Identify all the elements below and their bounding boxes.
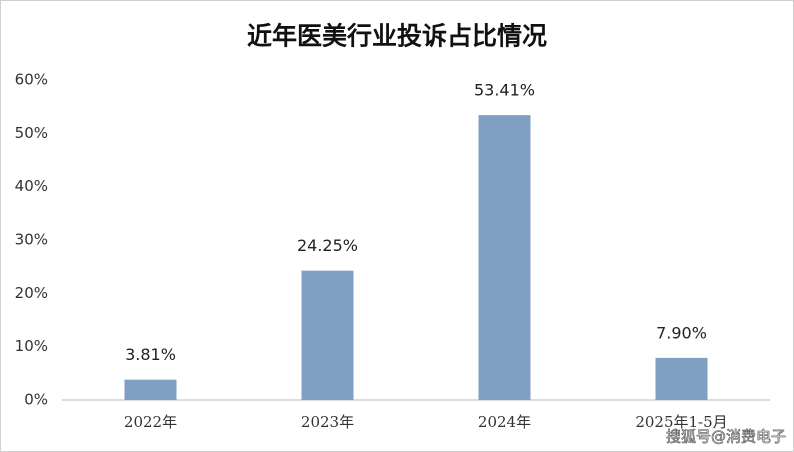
value-label: 7.90% <box>656 323 707 342</box>
y-tick-label: 60% <box>15 71 48 89</box>
y-tick-label: 0% <box>24 391 48 409</box>
bar <box>655 357 708 400</box>
x-tick-label: 2024年 <box>478 413 531 431</box>
value-label: 53.41% <box>474 81 535 100</box>
x-tick-label: 2025年1-5月 <box>635 413 727 431</box>
bar <box>301 270 354 400</box>
bar <box>478 115 531 400</box>
y-tick-label: 20% <box>15 284 48 302</box>
x-tick-label: 2022年 <box>124 413 177 431</box>
value-label: 24.25% <box>297 236 358 255</box>
chart-title: 近年医美行业投诉占比情况 <box>247 22 547 51</box>
bar <box>124 379 177 400</box>
y-tick-label: 50% <box>15 124 48 142</box>
watermark: 搜狐号@消费电子 <box>666 428 786 446</box>
y-tick-label: 10% <box>15 337 48 355</box>
y-tick-label: 40% <box>15 177 48 195</box>
value-label: 3.81% <box>125 345 176 364</box>
y-tick-label: 30% <box>15 231 48 249</box>
x-tick-label: 2023年 <box>301 413 354 431</box>
